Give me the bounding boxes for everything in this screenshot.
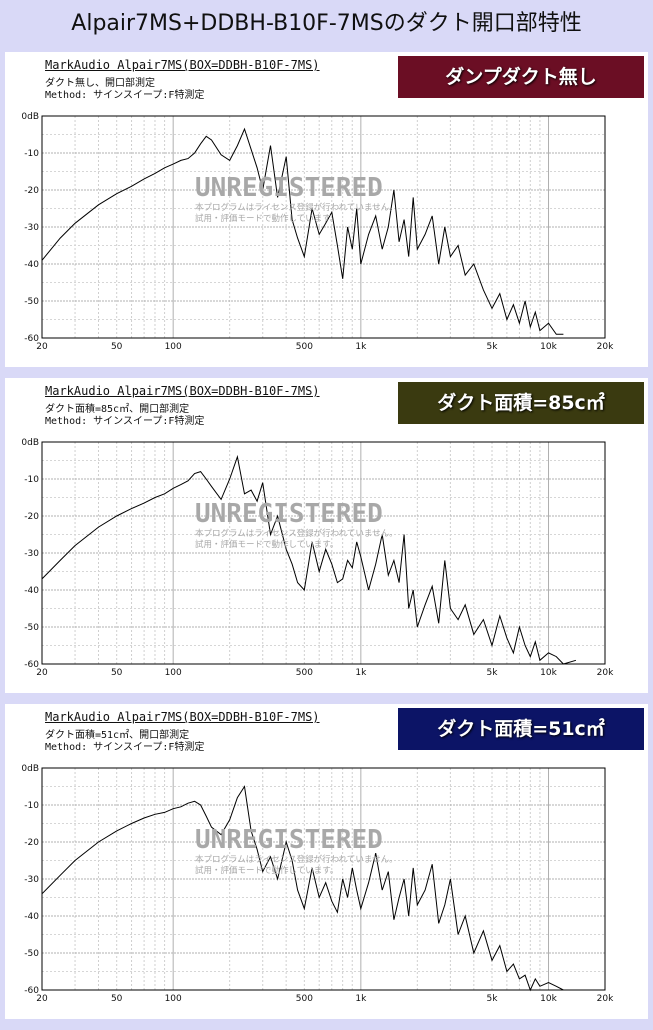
x-tick-label: 50 bbox=[111, 342, 123, 352]
watermark-line-1: 本プログラムはライセンス登録が行われていません。 bbox=[195, 854, 398, 865]
x-tick-label: 5k bbox=[487, 668, 499, 678]
response-curve bbox=[41, 785, 564, 992]
watermark: UNREGISTERED 本プログラムはライセンス登録が行われていません。 試用… bbox=[195, 825, 398, 876]
condition-badge: ダンプダクト無し bbox=[398, 56, 644, 98]
x-tick-label: 500 bbox=[296, 668, 313, 678]
response-curve bbox=[41, 127, 564, 335]
condition-badge: ダクト面積=51c㎡ bbox=[398, 708, 644, 750]
x-tick-label: 1k bbox=[355, 668, 367, 678]
plot-frame bbox=[41, 115, 606, 339]
y-tick-label: -50 bbox=[24, 623, 39, 633]
y-tick-label: -40 bbox=[24, 260, 39, 270]
y-tick-label: -10 bbox=[24, 149, 39, 159]
y-tick-label: -50 bbox=[24, 297, 39, 307]
frequency-response-chart: 20 50 100 500 1k 5k 10k 20k 0dB -10 -20 -30 -40 -50 -6… bbox=[21, 438, 614, 678]
response-curve bbox=[41, 454, 577, 665]
chart-subtitle: ダクト面積=51c㎡、開口部測定 bbox=[45, 730, 190, 741]
x-tick-label: 100 bbox=[165, 668, 182, 678]
chart-panel-3: MarkAudio Alpair7MS(BOX=DDBH-B10F-7MS) ダ… bbox=[5, 704, 648, 1019]
x-tick-label: 50 bbox=[111, 668, 123, 678]
y-tick-label: -50 bbox=[24, 949, 39, 959]
chart-method: Method: サインスイープ:F特測定 bbox=[45, 416, 205, 427]
chart-subtitle: ダクト面積=85c㎡、開口部測定 bbox=[45, 404, 190, 415]
y-tick-label: -20 bbox=[24, 186, 39, 196]
y-tick-label: -30 bbox=[24, 549, 39, 559]
y-tick-label: -40 bbox=[24, 912, 39, 922]
chart-panel-1: MarkAudio Alpair7MS(BOX=DDBH-B10F-7MS) ダ… bbox=[5, 52, 648, 367]
y-tick-label: 0dB bbox=[21, 438, 39, 448]
x-tick-label: 20k bbox=[597, 994, 614, 1004]
x-tick-label: 5k bbox=[487, 994, 499, 1004]
chart-method: Method: サインスイープ:F特測定 bbox=[45, 742, 205, 753]
x-tick-label: 500 bbox=[296, 342, 313, 352]
x-tick-label: 20k bbox=[597, 342, 614, 352]
plot-frame bbox=[41, 767, 606, 991]
y-tick-label: -10 bbox=[24, 475, 39, 485]
x-tick-label: 100 bbox=[165, 994, 182, 1004]
chart-title: MarkAudio Alpair7MS(BOX=DDBH-B10F-7MS) bbox=[45, 384, 320, 398]
y-tick-label: -40 bbox=[24, 586, 39, 596]
x-tick-label: 100 bbox=[165, 342, 182, 352]
x-tick-label: 20 bbox=[36, 994, 48, 1004]
frequency-response-chart: 20 50 100 500 1k 5k 10k 20k 0dB -10 -20 -30 -40 -50 -6… bbox=[21, 112, 614, 352]
y-tick-label: -30 bbox=[24, 223, 39, 233]
watermark-line-2: 試用・評価モードで動作しています。 bbox=[195, 865, 338, 876]
chart-title: MarkAudio Alpair7MS(BOX=DDBH-B10F-7MS) bbox=[45, 710, 320, 724]
chart-title: MarkAudio Alpair7MS(BOX=DDBH-B10F-7MS) bbox=[45, 58, 320, 72]
watermark-title: UNREGISTERED bbox=[195, 499, 383, 529]
chart-method: Method: サインスイープ:F特測定 bbox=[45, 90, 205, 101]
frequency-response-chart: 20 50 100 500 1k 5k 10k 20k 0dB -10 -20 -30 -40 -50 -6… bbox=[21, 764, 614, 1004]
x-tick-label: 50 bbox=[111, 994, 123, 1004]
watermark-title: UNREGISTERED bbox=[195, 825, 383, 855]
x-tick-label: 20 bbox=[36, 342, 48, 352]
watermark-line-1: 本プログラムはライセンス登録が行われていません。 bbox=[195, 202, 398, 213]
watermark: UNREGISTERED 本プログラムはライセンス登録が行われていません。 試用… bbox=[195, 173, 398, 224]
x-tick-label: 5k bbox=[487, 342, 499, 352]
y-tick-label: -30 bbox=[24, 875, 39, 885]
watermark-line-1: 本プログラムはライセンス登録が行われていません。 bbox=[195, 528, 398, 539]
y-tick-label: -10 bbox=[24, 801, 39, 811]
y-tick-label: -60 bbox=[24, 660, 39, 670]
watermark-line-2: 試用・評価モードで動作しています。 bbox=[195, 539, 338, 550]
x-tick-label: 10k bbox=[540, 994, 557, 1004]
y-tick-label: 0dB bbox=[21, 112, 39, 122]
watermark-title: UNREGISTERED bbox=[195, 173, 383, 203]
chart-subtitle: ダクト無し、開口部測定 bbox=[45, 78, 155, 89]
chart-panel-2: MarkAudio Alpair7MS(BOX=DDBH-B10F-7MS) ダ… bbox=[5, 378, 648, 693]
x-tick-label: 1k bbox=[355, 994, 367, 1004]
x-tick-label: 20 bbox=[36, 668, 48, 678]
watermark: UNREGISTERED 本プログラムはライセンス登録が行われていません。 試用… bbox=[195, 499, 398, 550]
x-tick-label: 20k bbox=[597, 668, 614, 678]
y-tick-label: 0dB bbox=[21, 764, 39, 774]
y-tick-label: -60 bbox=[24, 334, 39, 344]
page-title: Alpair7MS+DDBH-B10F-7MSのダクト開口部特性 bbox=[71, 11, 582, 36]
x-tick-label: 10k bbox=[540, 342, 557, 352]
x-tick-label: 1k bbox=[355, 342, 367, 352]
plot-frame bbox=[41, 441, 606, 665]
watermark-line-2: 試用・評価モードで動作しています。 bbox=[195, 213, 338, 224]
x-tick-label: 10k bbox=[540, 668, 557, 678]
condition-badge: ダクト面積=85c㎡ bbox=[398, 382, 644, 424]
y-tick-label: -20 bbox=[24, 838, 39, 848]
y-tick-label: -20 bbox=[24, 512, 39, 522]
y-tick-label: -60 bbox=[24, 986, 39, 996]
x-tick-label: 500 bbox=[296, 994, 313, 1004]
